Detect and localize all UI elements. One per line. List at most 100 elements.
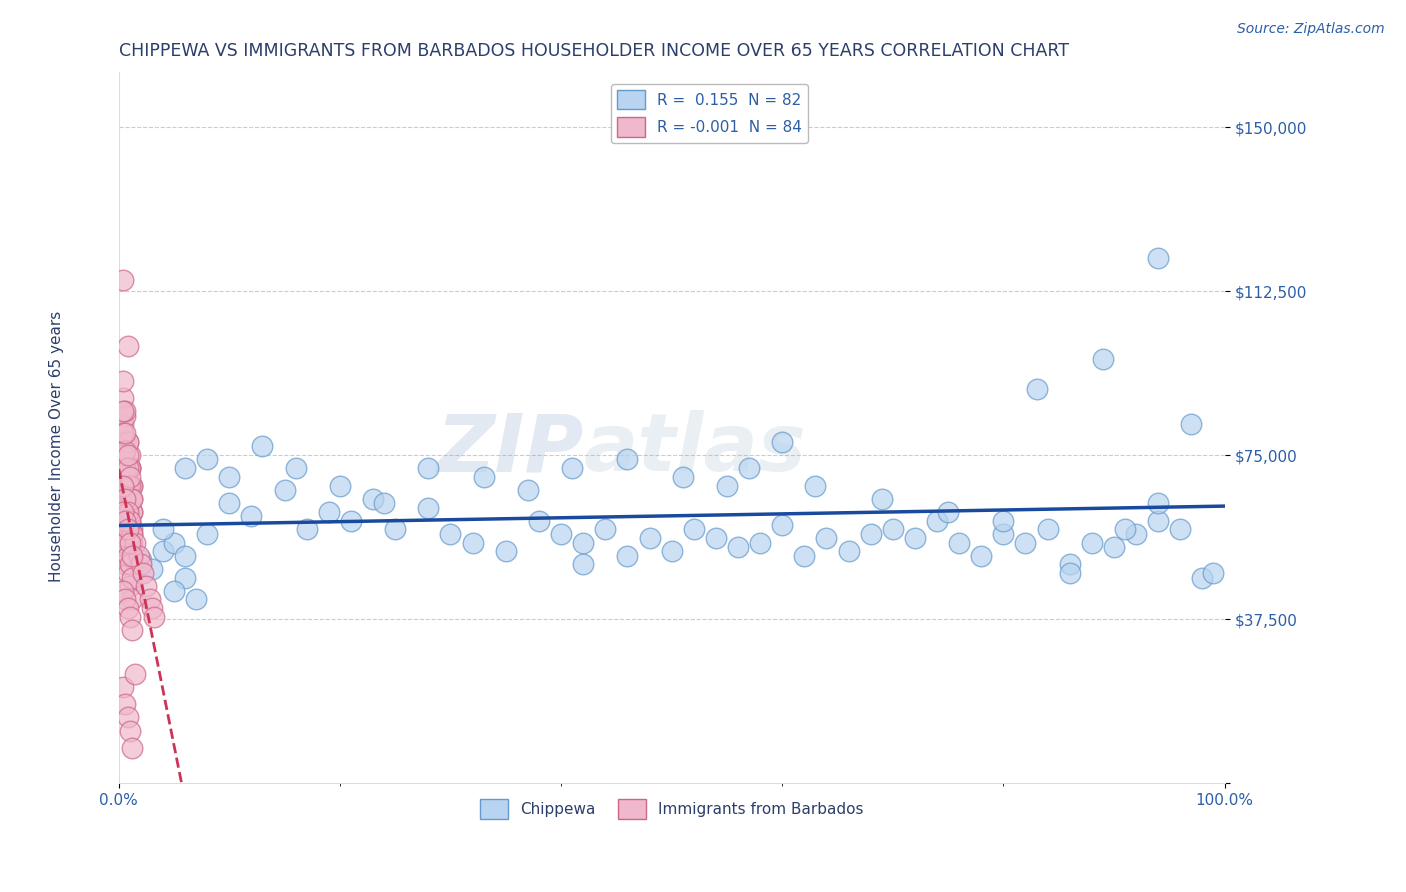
Point <box>118 461 141 475</box>
Point <box>672 470 695 484</box>
Point <box>1147 514 1170 528</box>
Point <box>870 491 893 506</box>
Point <box>572 535 595 549</box>
Point <box>114 461 136 475</box>
Point <box>361 491 384 506</box>
Text: atlas: atlas <box>583 410 806 488</box>
Point <box>121 526 143 541</box>
Point <box>770 518 793 533</box>
Point <box>186 592 208 607</box>
Point <box>163 583 186 598</box>
Point <box>121 505 143 519</box>
Point <box>118 523 141 537</box>
Point <box>1168 523 1191 537</box>
Point <box>616 452 638 467</box>
Point <box>1091 351 1114 366</box>
Point <box>114 434 136 449</box>
Point <box>121 741 143 756</box>
Point <box>273 483 295 497</box>
Point <box>114 505 136 519</box>
Point <box>195 526 218 541</box>
Point <box>121 491 143 506</box>
Point <box>815 531 838 545</box>
Point <box>114 443 136 458</box>
Point <box>121 592 143 607</box>
Point <box>129 553 152 567</box>
Text: Householder Income Over 65 years: Householder Income Over 65 years <box>49 310 63 582</box>
Point <box>925 514 948 528</box>
Point <box>112 523 135 537</box>
Point <box>118 558 141 572</box>
Point <box>472 470 495 484</box>
Point <box>121 623 143 637</box>
Point <box>114 491 136 506</box>
Point <box>904 531 927 545</box>
Point <box>124 666 146 681</box>
Point <box>118 723 141 738</box>
Point <box>118 478 141 492</box>
Point <box>121 526 143 541</box>
Point <box>121 478 143 492</box>
Point <box>118 461 141 475</box>
Point <box>112 583 135 598</box>
Point <box>114 698 136 712</box>
Point <box>141 562 163 576</box>
Point <box>112 491 135 506</box>
Point <box>121 478 143 492</box>
Point <box>1191 570 1213 584</box>
Point <box>114 558 136 572</box>
Point <box>770 434 793 449</box>
Point <box>527 514 550 528</box>
Point <box>112 448 135 462</box>
Point <box>661 544 683 558</box>
Point <box>135 579 157 593</box>
Point <box>132 566 155 581</box>
Point <box>516 483 538 497</box>
Point <box>1147 496 1170 510</box>
Point <box>128 549 150 563</box>
Point <box>117 710 139 724</box>
Point <box>129 558 152 572</box>
Point <box>112 505 135 519</box>
Point <box>461 535 484 549</box>
Point <box>112 478 135 492</box>
Legend: Chippewa, Immigrants from Barbados: Chippewa, Immigrants from Barbados <box>474 793 869 825</box>
Point <box>284 461 307 475</box>
Point <box>112 404 135 418</box>
Point <box>418 461 440 475</box>
Point <box>804 478 827 492</box>
Point <box>114 409 136 423</box>
Point <box>936 505 959 519</box>
Point <box>993 514 1015 528</box>
Point <box>124 535 146 549</box>
Point <box>418 500 440 515</box>
Point <box>727 540 749 554</box>
Point <box>882 523 904 537</box>
Point <box>117 461 139 475</box>
Point <box>1147 252 1170 266</box>
Point <box>117 448 139 462</box>
Point <box>117 505 139 519</box>
Point <box>117 478 139 492</box>
Point <box>174 549 197 563</box>
Point <box>118 514 141 528</box>
Point <box>1014 535 1036 549</box>
Point <box>112 391 135 405</box>
Point <box>318 505 340 519</box>
Point <box>793 549 815 563</box>
Point <box>340 514 363 528</box>
Point <box>616 549 638 563</box>
Point <box>114 491 136 506</box>
Point <box>118 448 141 462</box>
Text: CHIPPEWA VS IMMIGRANTS FROM BARBADOS HOUSEHOLDER INCOME OVER 65 YEARS CORRELATIO: CHIPPEWA VS IMMIGRANTS FROM BARBADOS HOU… <box>118 42 1069 60</box>
Point <box>174 570 197 584</box>
Point <box>143 610 166 624</box>
Point <box>112 478 135 492</box>
Point <box>118 461 141 475</box>
Point <box>716 478 738 492</box>
Point <box>112 374 135 388</box>
Point <box>550 526 572 541</box>
Point <box>118 579 141 593</box>
Point <box>240 509 263 524</box>
Point <box>121 505 143 519</box>
